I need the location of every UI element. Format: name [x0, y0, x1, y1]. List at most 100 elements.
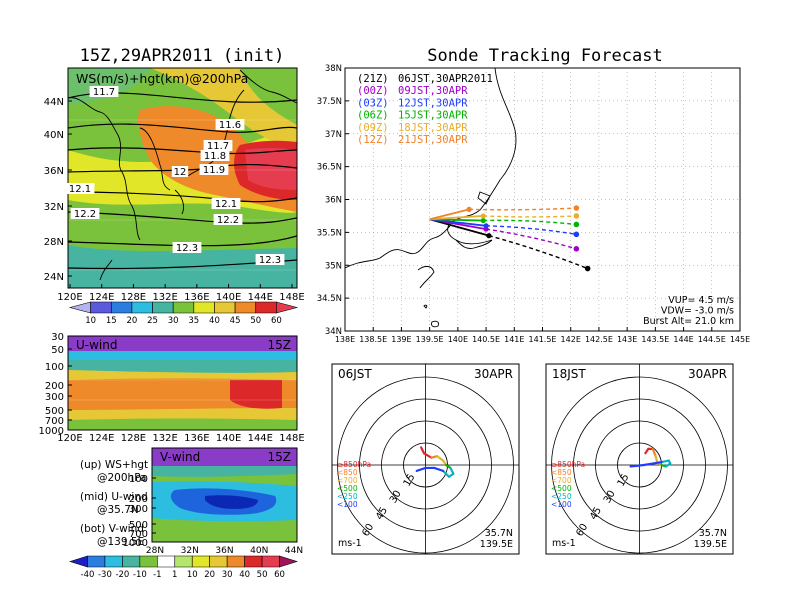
track-lon-label: 141E: [504, 335, 524, 344]
v-lat-label: 40N: [250, 546, 268, 556]
ws-colorbar-label: 45: [230, 316, 241, 326]
uv-colorbar-swatch: [244, 555, 263, 568]
v-panel-time: 15Z: [268, 450, 292, 464]
contour-label: 11.9: [203, 165, 225, 176]
hodo-layer-label: <700: [337, 476, 358, 485]
track-ascent-line: [429, 208, 470, 221]
contour-label: 11.8: [204, 151, 226, 162]
uv-colorbar-swatch: [104, 555, 123, 568]
track-burst-point: [466, 206, 472, 212]
hodo-layer-label: <700: [551, 476, 572, 485]
track-lon-label: 140E: [448, 335, 468, 344]
ws-map-panel: WS(m/s)+hgt(km)@200hPa 11.711.611.711.81…: [44, 67, 305, 303]
v-pressure-label: 700: [129, 529, 148, 540]
ws-colorbar-swatch: [68, 301, 91, 314]
u-lon-label: 148E: [279, 433, 304, 444]
map-lon-label: 136E: [184, 292, 209, 303]
ws-colorbar-swatch: [276, 301, 299, 314]
track-legend-text: 12JST,30APR: [398, 97, 468, 109]
left-title: 15Z,29APR2011 (init): [80, 46, 285, 66]
hodo-layer-label: ≥850hPa: [551, 460, 585, 469]
ws-colorbar-swatch: [172, 301, 195, 314]
hodo-right-label: 30APR: [688, 367, 727, 381]
track-lon-label: 139E: [391, 335, 411, 344]
track-descent-line: [485, 228, 577, 250]
hodo-layer-label: <850: [337, 468, 358, 477]
track-legend-text: 15JST,30APR: [398, 110, 468, 122]
map-lat-label: 44N: [44, 97, 64, 108]
track-legend: (21Z) 06JST,30APR2011 (00Z) 09JST,30APR (03Z…: [357, 73, 493, 146]
v-pressure-label: 300: [129, 504, 148, 515]
u-panel-time: 15Z: [268, 338, 292, 352]
contour-label: 11.7: [93, 87, 115, 98]
hodo-lat: 35.7N: [699, 528, 727, 539]
hodo-segment: [642, 462, 654, 467]
uv-colorbar-swatch: [226, 555, 245, 568]
track-descent-line: [483, 219, 577, 226]
ws-colorbar-label: 60: [271, 316, 282, 326]
hodo-lon: 139.5E: [480, 539, 513, 550]
track-landing-point: [573, 221, 580, 228]
hodo-ring-label: 30: [388, 489, 404, 506]
hodo-segment: [651, 447, 657, 458]
legend-note-line1: (mid) U-wind: [80, 491, 148, 503]
uv-colorbar-label: 60: [274, 570, 285, 580]
uv-colorbar-label: 10: [187, 570, 198, 580]
track-descent-line: [486, 225, 577, 236]
v-pressure-label: 1000: [123, 538, 148, 549]
uv-colorbar-swatch: [69, 555, 88, 568]
hodo-ring: [337, 376, 514, 554]
u-lon-label: 140E: [216, 433, 241, 444]
legend-note-line1: (bot) V-wind: [80, 523, 144, 535]
contour-label: 12.2: [217, 215, 239, 226]
track-lat-ticks: 38N 37.5N 37N 36.5N 36N 35.5N 35N 34.5N 34N: [317, 64, 349, 337]
track-legend-tag: (21Z): [357, 73, 389, 85]
u-pressure-label: 50: [51, 345, 64, 356]
track-lat-label: 36N: [325, 196, 342, 206]
hodo-lon: 139.5E: [694, 539, 727, 550]
track-series: [429, 205, 591, 272]
map-lon-ticks: 120E 124E 128E 132E 136E 140E 144E 148E: [57, 284, 305, 303]
u-pressure-label: 200: [45, 381, 64, 392]
ws-colorbar-swatch: [90, 301, 112, 314]
v-panel-label: V-wind: [160, 450, 200, 464]
uv-colorbar-swatch: [191, 555, 210, 568]
track-lon-label: 140.5E: [472, 335, 500, 344]
uv-colorbar-swatch: [139, 555, 158, 568]
hodo-right-label: 30APR: [474, 367, 513, 381]
u-lon-label: 128E: [121, 433, 146, 444]
hodo-layer-label: <850: [551, 468, 572, 477]
contour-label: 12: [174, 167, 187, 178]
track-panel: (21Z) 06JST,30APR2011 (00Z) 09JST,30APR (03Z…: [317, 64, 750, 344]
contour-label-bg: [203, 140, 233, 151]
track-lon-label: 141.5E: [529, 335, 557, 344]
u-pressure-label: 300: [45, 392, 64, 403]
map-lat-label: 40N: [44, 130, 64, 141]
hodo-layer-label: <250: [337, 492, 358, 501]
track-lat-label: 35N: [325, 261, 342, 271]
legend-note-line2: @139.5E: [97, 536, 144, 548]
u-lon-label: 144E: [248, 433, 273, 444]
track-legend-tag: (03Z): [357, 97, 389, 109]
track-burst-point: [486, 233, 492, 239]
hodo-ring: [381, 420, 470, 510]
v-lat-label: 44N: [285, 546, 303, 556]
track-legend-tag: (12Z): [357, 134, 389, 146]
hodo-layer-label: <500: [551, 484, 572, 493]
track-landing-point: [584, 265, 591, 272]
v-lat-label: 28N: [146, 546, 164, 556]
right-title: Sonde Tracking Forecast: [427, 46, 662, 66]
map-lon-label: 140E: [216, 292, 241, 303]
v-pressure-label: 500: [129, 520, 148, 531]
uv-colorbar-swatch: [174, 555, 193, 568]
track-lat-label: 37N: [325, 130, 342, 140]
track-lon-label: 143.5E: [641, 335, 669, 344]
uv-colorbar-label: 30: [222, 570, 233, 580]
track-lon-label: 145E: [730, 335, 750, 344]
hodo-unit: ms-1: [338, 538, 362, 549]
uv-colorbar-swatch: [87, 555, 106, 568]
track-param: VUP= 4.5 m/s: [668, 295, 734, 306]
